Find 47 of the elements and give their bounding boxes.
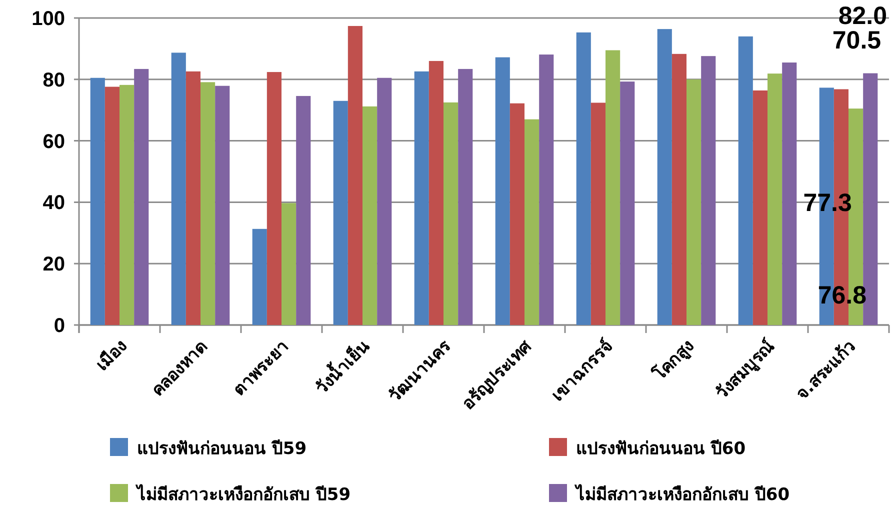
y-tick-label: 80 [42,69,65,92]
bar [186,71,200,325]
legend-label: ไม่มีสภาวะเหงือกอักเสบ ปี60 [574,484,790,505]
bar [738,36,753,325]
y-tick-label: 100 [32,8,65,30]
bar [458,68,473,325]
y-tick-label: 60 [42,130,65,153]
bar [444,102,458,325]
legend-label: แปรงฟันก่อนนอน ปี59 [137,438,307,459]
bar [620,82,635,325]
bar [576,32,591,325]
bar [296,96,311,325]
bar [752,90,768,325]
bar [428,60,444,325]
bar [377,78,392,325]
bar [768,74,782,325]
bar [134,68,149,325]
bar [495,57,510,325]
bar [606,50,620,325]
y-tick-label: 0 [54,315,65,337]
bar [524,119,540,325]
bar [120,84,134,325]
y-tick-label: 40 [42,192,65,214]
bar [590,102,606,325]
bar [686,79,702,325]
bar [215,86,230,325]
bar [266,72,282,325]
legend-label: ไม่มีสภาวะเหงือกอักเสบ ปี59 [135,484,351,505]
bar [104,86,120,325]
y-tick-label: 20 [42,254,65,276]
legend-label: แปรงฟันก่อนนอน ปี60 [576,438,746,459]
bar [252,228,267,325]
bar [333,100,348,325]
bar [200,82,216,325]
bar [539,54,554,325]
bar [510,103,524,325]
bar [782,62,797,325]
bar [282,203,296,325]
bar [90,78,105,325]
data-label: 77.3 [803,189,852,218]
bar [701,56,716,325]
bar [657,29,672,325]
bar [348,26,362,325]
bar [672,54,686,325]
bar [362,106,378,325]
bar [414,71,429,325]
bar [171,52,186,325]
